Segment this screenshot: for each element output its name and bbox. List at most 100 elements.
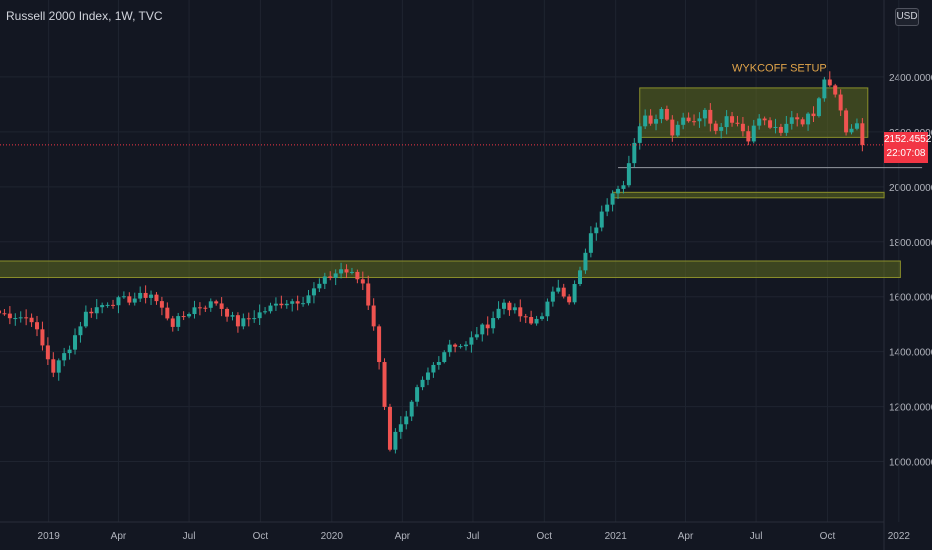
y-tick-label: 1200.0000 xyxy=(889,403,932,414)
candle-body xyxy=(214,301,219,304)
candle-body xyxy=(246,318,251,320)
candle-body xyxy=(13,318,18,320)
candle-body xyxy=(670,119,675,136)
candle-body xyxy=(545,301,550,317)
candle-body xyxy=(697,118,702,122)
candle-body xyxy=(724,116,729,128)
candle-body xyxy=(420,379,425,388)
candle-body xyxy=(51,359,56,373)
candle-body xyxy=(751,125,756,142)
candle-body xyxy=(800,119,805,125)
candle-body xyxy=(45,345,50,360)
candle-body xyxy=(605,204,610,212)
x-tick-label: Oct xyxy=(253,531,269,542)
candle-body xyxy=(301,303,306,305)
candle-body xyxy=(203,307,208,309)
candle-body xyxy=(556,287,561,292)
candle-body xyxy=(572,284,577,303)
candle-body xyxy=(18,317,23,319)
candle-body xyxy=(768,120,773,128)
candle-body xyxy=(529,316,534,324)
candle-body xyxy=(827,79,832,86)
y-tick-label: 1400.0000 xyxy=(889,348,932,359)
candle-body xyxy=(854,123,859,129)
x-tick-label: 2019 xyxy=(38,531,61,542)
candle-body xyxy=(485,324,490,329)
candle-body xyxy=(349,271,354,273)
candle-body xyxy=(187,314,192,317)
candle-body xyxy=(116,297,121,306)
candle-body xyxy=(111,304,116,306)
last-price-tag: 2152.4552 22:07:08 xyxy=(884,132,932,163)
candle-body xyxy=(816,98,821,117)
currency-button[interactable]: USD xyxy=(895,8,919,26)
support-zone xyxy=(0,260,901,278)
candle-body xyxy=(40,329,45,346)
candle-body xyxy=(431,364,436,373)
candle-body xyxy=(366,283,371,306)
candle-body xyxy=(328,276,333,279)
candle-body xyxy=(616,188,621,194)
candle-body xyxy=(757,118,762,126)
candle-body xyxy=(29,317,34,323)
candle-body xyxy=(534,318,539,324)
candle-body xyxy=(795,117,800,120)
candle-body xyxy=(675,124,680,136)
annotation-label: WYKCOFF SETUP xyxy=(732,62,827,74)
candle-body xyxy=(806,113,811,125)
y-tick-label: 1000.0000 xyxy=(889,458,932,469)
candle-body xyxy=(550,291,555,302)
candle-body xyxy=(507,302,512,311)
candle-body xyxy=(599,211,604,228)
x-tick-label: Jul xyxy=(750,531,763,542)
candle-body xyxy=(518,307,523,317)
x-tick-label: Apr xyxy=(111,531,127,542)
candle-body xyxy=(230,315,235,317)
candle-body xyxy=(692,121,697,123)
y-tick-label: 2400.0000 xyxy=(889,73,932,84)
candle-body xyxy=(382,362,387,407)
candle-body xyxy=(811,113,816,117)
candle-body xyxy=(67,349,72,354)
candle-body xyxy=(778,126,783,133)
candle-body xyxy=(263,311,268,313)
candle-body xyxy=(849,128,854,133)
candle-body xyxy=(512,307,517,311)
candle-body xyxy=(121,296,126,298)
candle-body xyxy=(610,193,615,205)
candle-body xyxy=(257,312,262,319)
x-tick-label: Jul xyxy=(183,531,196,542)
candle-body xyxy=(447,344,452,353)
candle-body xyxy=(463,344,468,347)
candle-body xyxy=(561,287,566,297)
x-tick-label: Apr xyxy=(395,531,411,542)
support-zone xyxy=(612,191,885,199)
candle-body xyxy=(860,123,865,146)
candle-body xyxy=(822,79,827,99)
candle-body xyxy=(713,123,718,131)
candle-body xyxy=(523,316,528,318)
candle-body xyxy=(594,227,599,234)
candle-body xyxy=(491,318,496,329)
last-price-value: 2152.4552 xyxy=(884,134,932,145)
candle-body xyxy=(344,269,349,273)
candle-body xyxy=(838,94,843,111)
candle-body xyxy=(7,313,12,319)
candle-body xyxy=(311,288,316,296)
candle-body xyxy=(833,85,838,95)
chart-title: Russell 2000 Index, 1W, TVC xyxy=(6,9,163,23)
x-tick-label: Oct xyxy=(537,531,553,542)
candle-body xyxy=(295,301,300,304)
candle-body xyxy=(415,387,420,402)
candle-body xyxy=(225,308,230,317)
candle-body xyxy=(197,307,202,309)
candle-body xyxy=(773,126,778,128)
candle-body xyxy=(501,302,506,309)
candle-body xyxy=(143,292,148,298)
candle-body xyxy=(284,303,289,306)
candle-body xyxy=(458,346,463,348)
bar-countdown: 22:07:08 xyxy=(886,148,926,159)
candle-body xyxy=(469,337,474,345)
candle-body xyxy=(789,117,794,124)
